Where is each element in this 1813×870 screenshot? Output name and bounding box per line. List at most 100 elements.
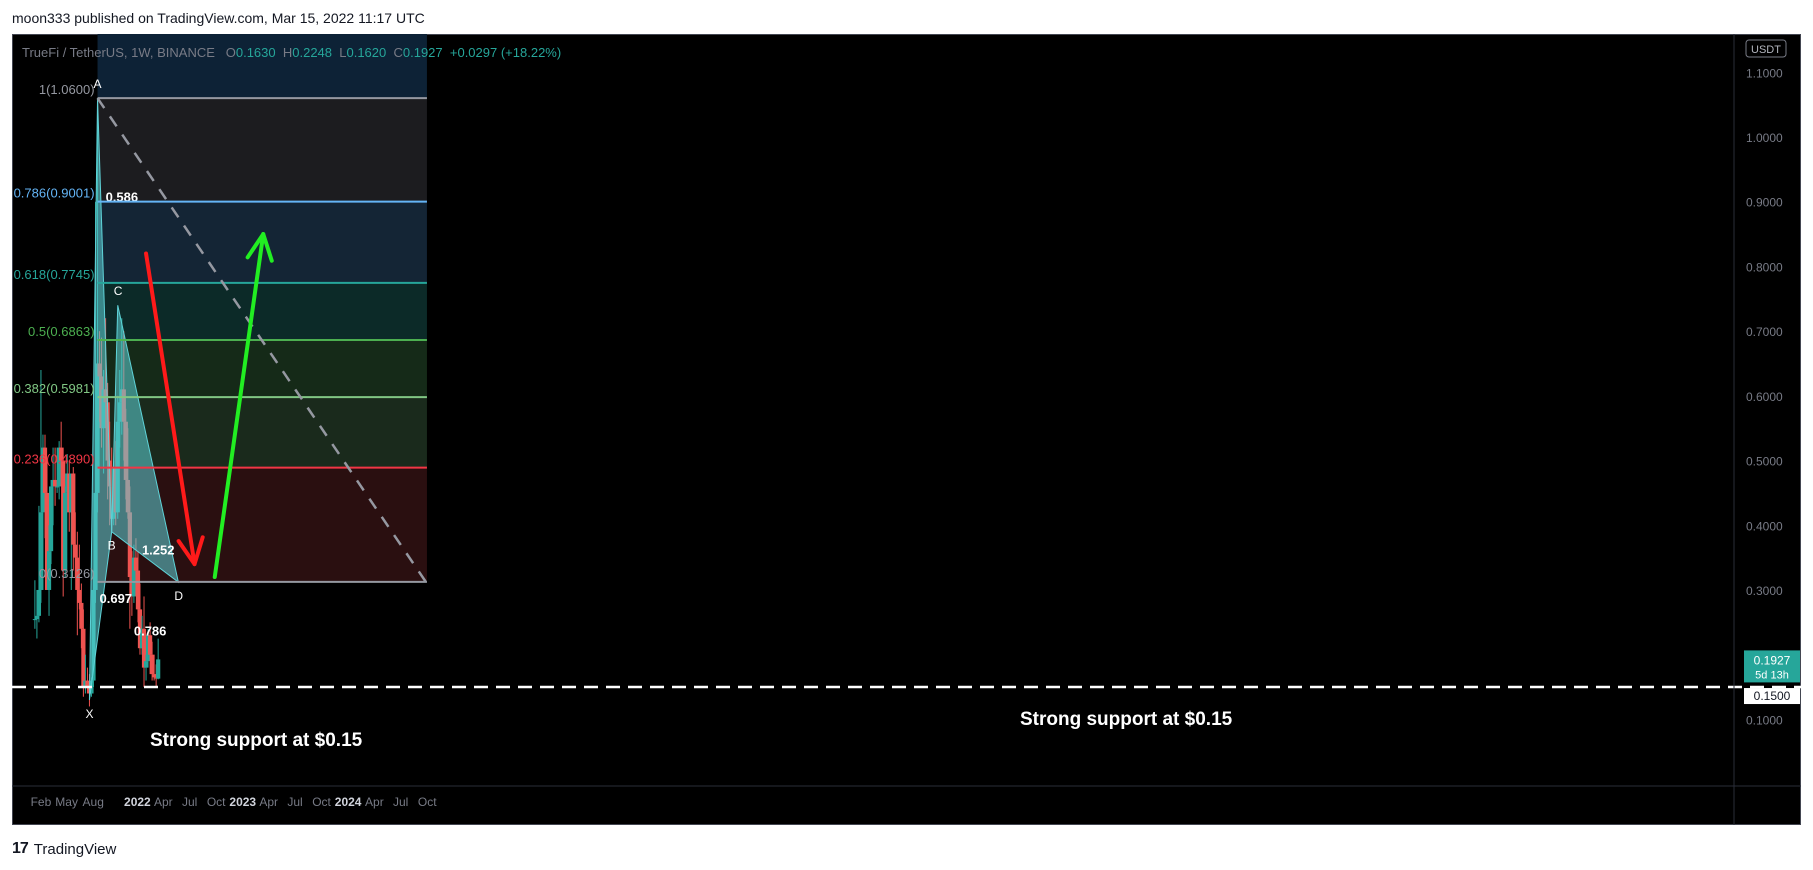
support-price-badge <box>1744 688 1800 705</box>
pattern-ratio-label: 0.786 <box>134 623 167 638</box>
arrow-up-shaft <box>212 232 266 580</box>
fib-zone <box>97 98 427 202</box>
arrow-down-shaft <box>144 251 197 567</box>
candle-body <box>79 602 84 629</box>
price-tick-label: 0.6000 <box>1746 390 1783 404</box>
tradingview-logo-icon[interactable]: 17 <box>12 840 29 857</box>
candle-body <box>46 551 52 590</box>
fib-level-label: 0.5(0.6863) <box>28 324 95 339</box>
candle-body <box>44 492 50 590</box>
footer: 17 TradingView <box>12 838 116 860</box>
time-tick-label: 2022 <box>124 795 151 809</box>
drawings <box>12 97 1801 689</box>
symbol-label: TrueFi / TetherUS, 1W, BINANCE <box>22 45 215 60</box>
fib-zone <box>97 397 427 468</box>
price-tick-label: 0.3000 <box>1746 584 1783 598</box>
fib-level-label: 1(1.0600) <box>39 82 95 97</box>
candle-body <box>77 589 82 603</box>
arrow-up-head <box>245 232 274 263</box>
countdown-label: 5d 13h <box>1755 669 1789 681</box>
high-value: 0.2248 <box>292 45 333 60</box>
time-tick-label: Apr <box>259 795 278 809</box>
axes: USDT 1.1000 1.0000 0.9000 0.8000 0.7000 0.6000… <box>12 34 1801 825</box>
low-key: L <box>339 45 347 60</box>
publisher-text: moon333 published on TradingView.com, Ma… <box>12 10 425 26</box>
candle-body <box>42 447 48 493</box>
time-tick-label: May <box>55 795 78 809</box>
pattern-xab <box>88 98 113 701</box>
pattern-bcd <box>111 305 180 584</box>
time-tick-label: 2023 <box>229 795 256 809</box>
time-tick-label: Aug <box>83 795 104 809</box>
candle-body <box>149 654 155 675</box>
fib-zone <box>97 339 427 398</box>
pattern-point-label: C <box>114 284 123 298</box>
candle-body <box>133 557 139 571</box>
fib-level-label: 0.786(0.9001) <box>14 186 95 201</box>
last-price-badge <box>1744 650 1800 683</box>
candle-body <box>36 589 42 616</box>
time-tick-label: Oct <box>312 795 331 809</box>
pattern-point-label: X <box>85 707 93 721</box>
arrow-down-head <box>176 535 205 567</box>
candle-body <box>141 628 147 668</box>
candle-body <box>81 628 86 688</box>
close-value: 0.1927 <box>402 45 443 60</box>
tradingview-brand[interactable]: TradingView <box>33 840 117 858</box>
time-tick-label: Jul <box>393 795 408 809</box>
low-value: 0.1620 <box>346 45 387 60</box>
ohlc-legend: TrueFi / TetherUS, 1W, BINANCE O0.1630 H… <box>22 45 561 60</box>
fib-level-label: 0.382(0.5981) <box>14 381 95 396</box>
candle-body <box>55 486 60 488</box>
candle-body <box>34 615 40 620</box>
open-value: 0.1630 <box>235 45 276 60</box>
candle-body <box>59 447 64 461</box>
candle-body <box>48 486 54 552</box>
time-tick-label: Jul <box>287 795 302 809</box>
pattern-point-label: B <box>108 539 116 553</box>
time-tick-label: Apr <box>154 795 173 809</box>
price-tick-label: 1.1000 <box>1746 66 1783 80</box>
candle-body <box>73 544 78 558</box>
fib-level-label: 0.236(0.4890) <box>14 452 95 467</box>
currency-badge[interactable] <box>1745 39 1787 58</box>
fib-level-label: 0.618(0.7745) <box>14 267 95 282</box>
fib-zone <box>97 282 427 340</box>
close-key: C <box>393 45 403 60</box>
candle-body <box>75 557 80 590</box>
candle-body <box>85 680 90 688</box>
support-price-label: 0.1500 <box>1754 689 1791 703</box>
open-key: O <box>225 45 236 60</box>
trendline <box>96 97 428 585</box>
support-annotation-left: Strong support at $0.15 <box>150 730 363 751</box>
pattern-point-label: D <box>174 589 183 603</box>
candle-body <box>156 659 161 679</box>
currency-label: USDT <box>1751 44 1781 56</box>
candle-body <box>152 674 157 678</box>
candle-body <box>147 635 153 655</box>
price-tick-label: 0.1000 <box>1746 713 1783 727</box>
candle-body <box>143 661 149 668</box>
candle-body <box>57 447 62 487</box>
pattern-ratio-label: 0.697 <box>100 591 133 606</box>
candle-body <box>131 557 137 597</box>
price-tick-label: 0.4000 <box>1746 519 1783 533</box>
time-tick-label: Feb <box>31 795 52 809</box>
candle-body <box>38 512 44 590</box>
candle-body <box>135 570 141 610</box>
candle-body <box>32 619 37 621</box>
price-tick-label: 1.0000 <box>1746 131 1783 145</box>
time-tick-label: 2024 <box>335 795 362 809</box>
high-key: H <box>282 45 293 60</box>
fib-level-label: 0(0.3126) <box>39 566 95 581</box>
price-tick-label: 0.5000 <box>1746 455 1783 469</box>
price-tick-label: 0.7000 <box>1746 325 1783 339</box>
change-value: +0.0297 (+18.22%) <box>449 45 562 60</box>
time-tick-label: Oct <box>207 795 226 809</box>
support-annotation-right: Strong support at $0.15 <box>1020 709 1233 730</box>
time-tick-label: Apr <box>365 795 384 809</box>
candle-body <box>71 473 76 545</box>
fib-zone-top <box>97 34 427 99</box>
